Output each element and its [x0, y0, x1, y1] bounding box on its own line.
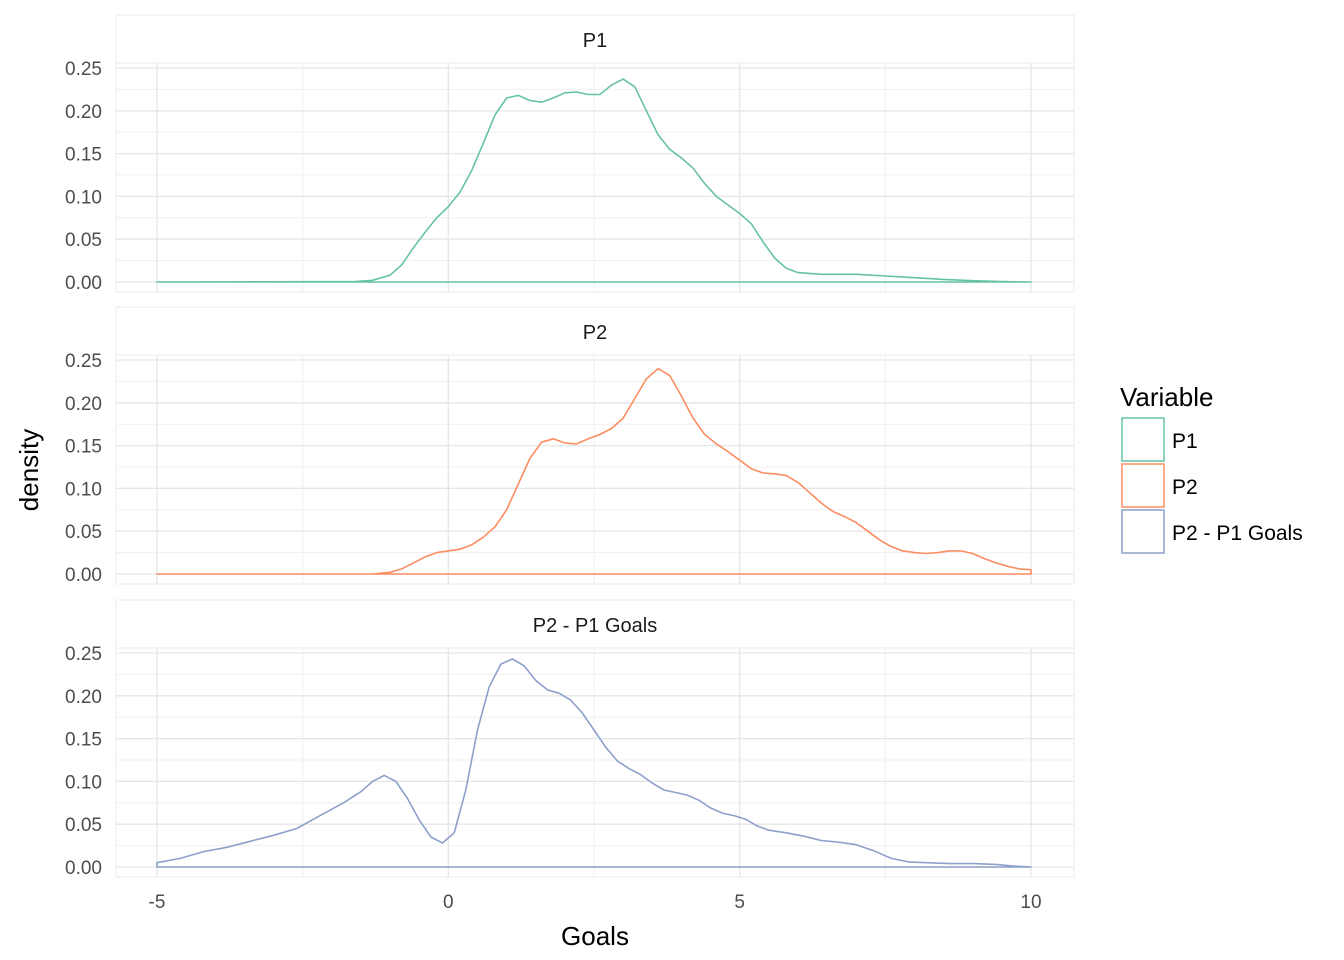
density-line-3 — [156, 658, 1032, 868]
legend-key — [1121, 509, 1165, 554]
y-tick-label: 0.20 — [65, 687, 102, 708]
y-tick-label: 0.00 — [65, 858, 102, 879]
y-tick-label: 0.20 — [65, 102, 102, 123]
x-tick-label: 10 — [1020, 892, 1041, 913]
legend-label: P1 — [1172, 430, 1198, 453]
panel-border — [115, 62, 1075, 293]
y-tick-label: 0.15 — [65, 145, 102, 166]
legend-label: P2 — [1172, 476, 1198, 499]
legend-label: P2 - P1 Goals — [1172, 522, 1303, 545]
y-tick-label: 0.25 — [65, 59, 102, 80]
x-tick-label: -5 — [149, 892, 166, 913]
facet-panel-2: P2 0.00 0.05 0.10 0.15 0.20 0.25 — [65, 306, 1075, 586]
y-axis-title: density — [14, 429, 44, 511]
y-tick-label: 0.25 — [65, 351, 102, 372]
y-tick-label: 0.00 — [65, 273, 102, 294]
y-tick-label: 0.05 — [65, 230, 102, 251]
legend-key — [1121, 463, 1165, 508]
facet-strip-label: P1 — [583, 30, 607, 52]
y-tick-label: 0.10 — [65, 187, 102, 208]
legend-key — [1121, 417, 1165, 462]
y-tick-label: 0.05 — [65, 815, 102, 836]
y-tick-label: 0.15 — [65, 437, 102, 458]
y-tick-label: 0.15 — [65, 730, 102, 751]
y-tick-label: 0.10 — [65, 772, 102, 793]
legend-title: Variable — [1120, 382, 1213, 412]
density-line-2 — [156, 367, 1032, 575]
x-axis-title: Goals — [561, 921, 629, 951]
facet-strip-label: P2 — [583, 322, 607, 344]
legend: Variable P1 P2 P2 - P1 Goals — [1120, 382, 1303, 554]
panel-border — [115, 647, 1075, 878]
facet-panel-1: P1 0.00 0.05 0.10 0.15 0.20 0.25 — [65, 14, 1075, 294]
y-tick-label: 0.05 — [65, 522, 102, 543]
x-tick-label: 0 — [443, 892, 454, 913]
y-tick-label: 0.10 — [65, 479, 102, 500]
y-tick-label: 0.20 — [65, 394, 102, 415]
y-tick-label: 0.25 — [65, 644, 102, 665]
density-line-1 — [156, 78, 1032, 283]
x-tick-label: 5 — [734, 892, 745, 913]
facet-panel-3: P2 - P1 Goals 0.00 0.05 0.10 0.15 0.20 0.25 — [65, 599, 1075, 879]
facet-panels: P1 0.00 0.05 0.10 0.15 0.20 0.25 P2 0.00 0.05 0.10… — [65, 14, 1075, 913]
panel-border — [115, 354, 1075, 585]
y-tick-label: 0.00 — [65, 565, 102, 586]
facet-strip-label: P2 - P1 Goals — [533, 615, 658, 637]
